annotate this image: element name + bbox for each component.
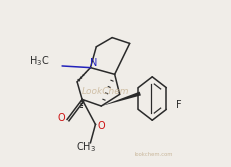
Text: O: O	[58, 113, 65, 123]
Text: N: N	[90, 58, 97, 68]
Polygon shape	[101, 92, 141, 106]
Text: lookchem.com: lookchem.com	[135, 152, 173, 157]
Polygon shape	[81, 99, 82, 101]
Text: F: F	[176, 100, 182, 110]
Text: H$_3$C: H$_3$C	[29, 54, 49, 68]
Text: O: O	[97, 121, 105, 131]
Text: LookChem: LookChem	[82, 87, 129, 96]
Text: CH$_3$: CH$_3$	[76, 140, 96, 154]
